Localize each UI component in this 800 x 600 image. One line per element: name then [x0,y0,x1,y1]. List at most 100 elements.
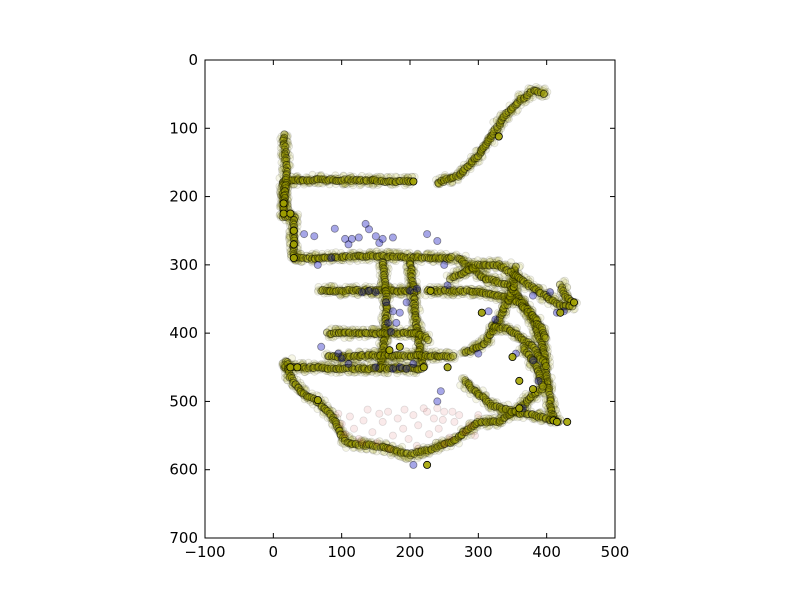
data-point [300,230,309,239]
data-point [313,253,322,262]
data-point [312,249,321,258]
data-point [315,254,324,263]
data-point [475,266,484,275]
data-point [461,251,470,260]
data-point [409,252,418,261]
data-point [281,179,290,188]
data-point [371,363,380,372]
data-point [477,273,486,282]
data-point [325,180,334,189]
y-tick-label: 500 [169,392,198,410]
data-point [375,252,384,261]
data-point [399,252,408,261]
data-point [337,419,346,428]
data-point [279,199,288,208]
data-point [467,259,476,268]
data-point [412,255,421,264]
data-point [317,175,326,184]
data-point [324,176,333,185]
data-point [414,256,423,265]
data-point [418,254,427,263]
data-point [521,295,530,304]
data-point [488,273,497,282]
data-point [348,181,357,190]
data-point [490,278,499,287]
data-point [463,266,472,275]
data-point [292,174,301,183]
data-point [283,190,292,199]
data-point [286,247,295,256]
data-point [313,175,322,184]
data-point [315,254,324,263]
data-point [361,173,370,182]
data-point [303,175,312,184]
data-point [391,178,400,187]
data-point [386,172,395,181]
data-point [283,175,292,184]
data-point [423,407,432,416]
data-point [381,177,390,186]
data-point [529,291,538,300]
data-point [391,176,400,185]
data-point [277,191,286,200]
data-point [372,247,381,256]
data-point [496,281,505,290]
data-point [423,253,432,262]
data-point [372,247,381,256]
data-point [459,256,468,265]
data-point [417,253,426,262]
data-point [417,253,426,262]
data-point [301,176,310,185]
data-point [482,274,491,283]
data-point [349,252,358,261]
data-point [388,307,397,316]
data-point [412,284,421,293]
data-point [289,226,298,235]
data-point [286,247,295,256]
data-point [371,174,380,183]
data-point [342,178,351,187]
data-point [288,176,297,185]
data-point [310,232,319,241]
data-point [466,261,475,270]
x-tick-label: 500 [601,543,630,561]
data-point [517,302,526,311]
data-point [459,256,468,265]
data-point [454,259,463,268]
data-point [388,431,397,440]
data-point [447,251,456,260]
data-point [447,252,456,261]
data-point [362,252,371,261]
data-point [510,287,519,296]
data-point [324,250,333,259]
data-point [454,254,463,263]
data-point [507,285,516,294]
data-point [351,176,360,185]
data-point [278,178,287,187]
data-point [353,250,362,259]
data-point [380,249,389,258]
data-point [430,249,439,258]
data-point [298,175,307,184]
data-point [311,250,320,259]
data-point [338,252,347,261]
data-point [448,407,457,416]
data-point [513,287,522,296]
data-point [463,259,472,268]
data-point [455,260,464,269]
data-point [510,290,519,299]
data-point [514,292,523,301]
data-point [351,252,360,261]
data-point [333,175,342,184]
data-point [363,255,372,264]
data-point [372,177,381,186]
data-point [293,176,302,185]
data-point [307,258,316,267]
data-point [404,434,413,443]
data-point [286,176,295,185]
data-point [505,278,514,287]
data-point [400,248,409,257]
data-point [479,273,488,282]
x-tick-label: 100 [327,543,356,561]
data-point [370,174,379,183]
